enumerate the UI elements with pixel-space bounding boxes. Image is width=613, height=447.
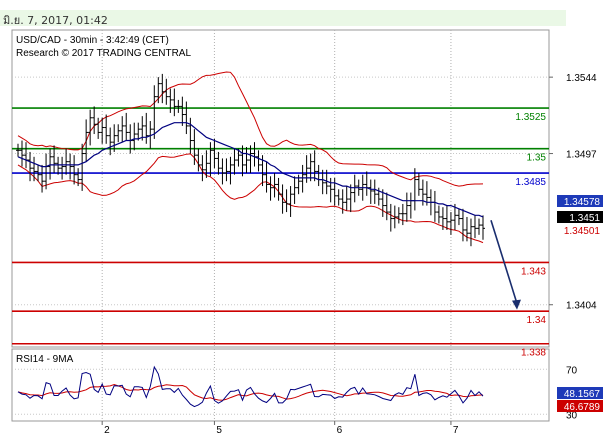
- price-tag-last: 1.3451: [569, 213, 600, 224]
- moving-average: [17, 122, 484, 218]
- price-tags: 1.34578 1.3451 1.34501 48.1567 46.6789: [557, 195, 603, 413]
- timestamp-label: มิ.ย. 7, 2017, 01:42: [3, 14, 108, 27]
- rsi-line: [17, 365, 484, 408]
- forecast-arrow-head: [512, 299, 521, 310]
- level-label: 1.34: [527, 315, 547, 326]
- rsi-series: [17, 365, 484, 408]
- y-tick-label: 1.3544: [566, 73, 597, 84]
- x-tick-label: 7: [453, 425, 459, 436]
- price-tag-moving_average: 1.34578: [564, 197, 601, 208]
- rsi-title: RSI14 - 9MA: [16, 354, 74, 365]
- level-label: 1.338: [521, 348, 546, 359]
- rsi-tag-rsi: 48.1567: [564, 389, 601, 400]
- rsi-tick-label: 70: [566, 365, 578, 376]
- horizontal-levels: 1.3525 1.35 1.3485 1.343 1.34 1.338: [12, 107, 549, 359]
- level-label: 1.343: [521, 266, 546, 277]
- bollinger-upper: [17, 71, 484, 187]
- price-bars: [16, 73, 485, 247]
- price-tag-moving_average-bg: [557, 195, 603, 207]
- forecast-arrow: [490, 219, 521, 310]
- rsi-tag-rsi_ma-bg: [557, 400, 603, 412]
- x-tick-label: 2: [104, 425, 110, 436]
- y-tick-label: 1.3497: [566, 150, 597, 161]
- bollinger-bands: [17, 71, 484, 244]
- rsi-tag-rsi_ma: 46.6789: [564, 402, 601, 413]
- chart-title: USD/CAD - 30min - 3:42:49 (CET): [16, 35, 169, 46]
- price-tag-bollinger-bg: [557, 224, 603, 236]
- x-tick-label: 6: [337, 425, 343, 436]
- grid-lines: [12, 30, 549, 421]
- chart-subtitle: Research © 2017 TRADING CENTRAL: [16, 48, 191, 59]
- rsi-tag-rsi-bg: [557, 387, 603, 399]
- price-panel: [11, 29, 550, 348]
- level-label: 1.3525: [515, 112, 546, 123]
- y-tick-label: 1.3404: [566, 301, 597, 312]
- level-label: 1.35: [527, 153, 547, 164]
- date-banner: มิ.ย. 7, 2017, 01:42: [0, 0, 613, 28]
- x-tick-label: 5: [216, 425, 222, 436]
- bollinger-lower: [17, 153, 484, 244]
- forecast-arrow-shaft: [490, 219, 518, 304]
- rsi-tick-label: 30: [566, 410, 578, 421]
- moving-average-line: [17, 122, 484, 218]
- axis-labels: 1.3544 1.3497 1.3404 2 5 6 7 70 30: [101, 73, 597, 436]
- level-label: 1.3485: [515, 177, 546, 188]
- price-tag-last-bg: [557, 211, 603, 223]
- rsi-ma-line: [17, 383, 484, 401]
- price-tag-bollinger: 1.34501: [564, 226, 601, 237]
